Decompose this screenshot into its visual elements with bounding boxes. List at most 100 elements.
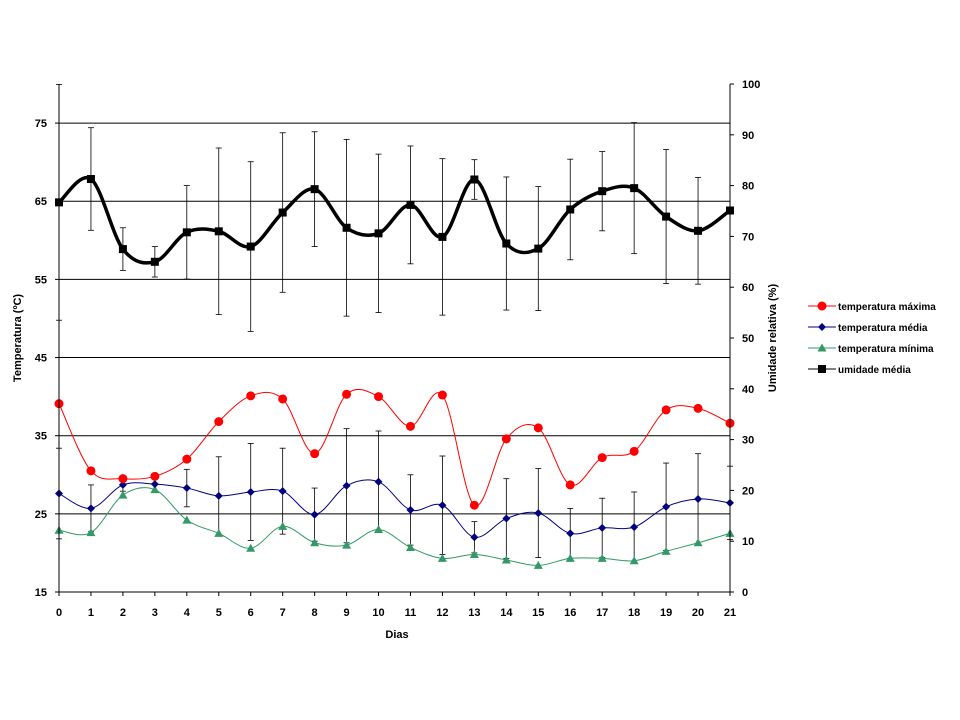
temperatura-minima-point xyxy=(246,543,256,552)
umidade-media-line xyxy=(57,175,732,265)
right-tick-label: 0 xyxy=(742,587,748,599)
x-tick-label: 3 xyxy=(152,607,158,619)
temperatura-minima-point xyxy=(374,524,384,533)
temperatura-maxima-point xyxy=(469,500,479,510)
temperatura-media-point xyxy=(566,529,575,538)
umidade-media-point xyxy=(566,205,575,214)
temperatura-media-point xyxy=(406,505,415,514)
x-tick-label: 18 xyxy=(628,607,640,619)
umidade-media-point xyxy=(662,212,671,221)
umidade-media-point xyxy=(342,223,351,232)
temperatura-maxima-point xyxy=(150,471,160,481)
umidade-media-point xyxy=(214,227,223,236)
temperatura-media-point xyxy=(118,480,127,489)
temperatura-maxima-line xyxy=(58,388,731,507)
legend-marker-umidade-media xyxy=(818,365,826,373)
umidade-media-point xyxy=(310,185,319,194)
umidade-media-point xyxy=(246,242,255,251)
right-tick-label: 10 xyxy=(742,536,754,548)
temperatura-media-point xyxy=(246,487,255,496)
umidade-media-point xyxy=(502,239,511,248)
temperatura-media-point xyxy=(534,509,543,518)
temperatura-maxima-point xyxy=(661,405,671,415)
x-tick-label: 10 xyxy=(372,607,384,619)
temperatura-minima-line xyxy=(58,487,731,566)
x-tick-label: 2 xyxy=(120,607,126,619)
x-tick-label: 11 xyxy=(405,607,417,619)
legend: temperatura máxima temperatura média tempe… xyxy=(808,301,936,376)
legend-label-temperatura-media: temperatura média xyxy=(838,323,928,334)
temperatura-maxima-point xyxy=(310,449,320,459)
left-tick-label: 65 xyxy=(35,196,47,208)
legend-marker-temperatura-maxima xyxy=(817,301,827,311)
x-tick-label: 0 xyxy=(56,607,62,619)
temperatura-minima-point xyxy=(661,546,671,555)
grid-lines xyxy=(59,122,730,515)
umidade-media-point xyxy=(182,228,191,237)
temperatura-maxima-point xyxy=(533,423,543,433)
temperatura-minima-point xyxy=(565,553,575,562)
temperatura-minima-point xyxy=(310,538,320,547)
left-tick-label: 15 xyxy=(35,587,47,599)
legend-marker-temperatura-media xyxy=(818,323,826,331)
x-tick-label: 4 xyxy=(184,607,191,619)
right-axis-title: Umidade relativa (%) xyxy=(767,284,779,393)
umidade-media-point xyxy=(534,244,543,253)
legend-label-temperatura-maxima: temperatura máxima xyxy=(838,302,936,313)
temperatura-media-point xyxy=(470,533,479,542)
temperatura-media-point xyxy=(342,481,351,490)
temperatura-minima-point xyxy=(693,538,703,547)
x-tick-label: 8 xyxy=(312,607,318,619)
temperatura-minima-point xyxy=(342,540,352,549)
temperatura-maxima-point xyxy=(86,466,96,476)
legend-label-umidade-media: umidade média xyxy=(838,365,911,376)
umidade-media-point xyxy=(118,245,127,254)
temperatura-media-point xyxy=(438,501,447,510)
temperatura-media-point xyxy=(214,491,223,500)
temperatura-maxima-point xyxy=(214,417,224,427)
temperatura-maxima-point xyxy=(437,390,447,400)
umidade-media-point xyxy=(630,184,639,193)
right-tick-label: 30 xyxy=(742,435,754,447)
umidade-media-point xyxy=(86,174,95,183)
left-tick-label: 25 xyxy=(35,509,47,521)
temperatura-minima-point xyxy=(150,485,160,494)
temperatura-maxima-point xyxy=(501,434,511,444)
legend-marker-temperatura-minima xyxy=(817,343,827,352)
x-tick-label: 19 xyxy=(660,607,672,619)
temperatura-media-point xyxy=(598,523,607,532)
temperatura-media-point xyxy=(182,484,191,493)
x-tick-label: 1 xyxy=(88,607,94,619)
temperatura-maxima-point xyxy=(278,394,288,404)
left-tick-label: 55 xyxy=(35,274,47,286)
right-tick-label: 50 xyxy=(742,333,754,345)
x-tick-label: 6 xyxy=(248,607,254,619)
x-tick-label: 20 xyxy=(692,607,704,619)
series-layer xyxy=(54,174,735,569)
x-tick-label: 13 xyxy=(468,607,480,619)
right-tick-label: 40 xyxy=(742,384,754,396)
right-tick-label: 90 xyxy=(742,130,754,142)
x-tick-label: 5 xyxy=(216,607,222,619)
x-tick-label: 21 xyxy=(724,607,736,619)
temperatura-minima-point xyxy=(405,542,415,551)
left-tick-label: 75 xyxy=(35,118,47,130)
temperatura-minima-point xyxy=(86,528,96,537)
temperatura-minima-point xyxy=(533,560,543,569)
temperatura-minima-point xyxy=(214,528,224,537)
temperatura-maxima-point xyxy=(565,480,575,490)
temperatura-minima-point xyxy=(118,490,128,499)
temperatura-minima-point xyxy=(629,556,639,565)
umidade-media-point xyxy=(438,232,447,241)
temperatura-media-point xyxy=(502,514,511,523)
umidade-media-point xyxy=(694,226,703,235)
temperatura-maxima-point xyxy=(374,392,384,402)
temperatura-maxima-point xyxy=(629,446,639,456)
temperatura-media-line xyxy=(58,479,731,538)
temperatura-maxima-point xyxy=(597,453,607,463)
temperatura-maxima-point xyxy=(693,403,703,413)
temperatura-maxima-point xyxy=(405,421,415,431)
temperatura-maxima-point xyxy=(182,454,192,464)
